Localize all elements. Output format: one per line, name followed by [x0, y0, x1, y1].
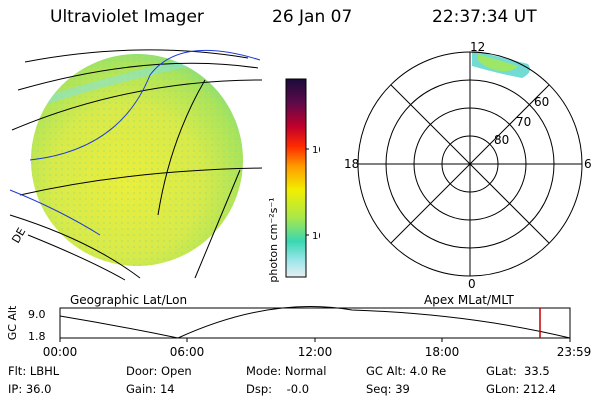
mlt-label-12: 12 [470, 42, 485, 54]
mode-info: Mode: Normal [246, 364, 327, 378]
mlt-label-0: 0 [468, 277, 476, 291]
colorbar-tick-100: 100 [312, 145, 320, 156]
geographic-map: DE [9, 49, 263, 281]
gc-alt-info: GC Alt: 4.0 Re [366, 364, 447, 378]
disk-texture [31, 54, 243, 266]
date-label: 26 Jan 07 [272, 7, 353, 27]
glat-info: GLat: 33.5 [486, 364, 550, 378]
xtick-2359: 23:59 [557, 345, 592, 359]
mlt-label-18: 18 [344, 157, 359, 171]
colorbar-scale [285, 78, 307, 278]
xtick-0000: 00:00 [43, 345, 78, 359]
lat-label-60: 60 [534, 95, 549, 109]
ytick-9: 9.0 [28, 308, 46, 321]
geo-caption: Geographic Lat/Lon [70, 293, 188, 307]
seq-info: Seq: 39 [366, 382, 410, 396]
lat-label-70: 70 [516, 115, 531, 129]
xtick-1200: 12:00 [298, 345, 333, 359]
xtick-0600: 06:00 [170, 345, 205, 359]
xtick-1800: 18:00 [425, 345, 460, 359]
mlt-label-6: 6 [584, 157, 592, 171]
colorbar-tick-10: 10 [312, 231, 320, 242]
lat-label-80: 80 [494, 133, 509, 147]
filter-info: Flt: LBHL [8, 364, 60, 378]
time-label: 22:37:34 UT [432, 7, 537, 27]
lat-lon-grid [9, 49, 263, 281]
colorbar-unit-label: photon cm⁻²s⁻¹ [267, 197, 280, 282]
dsp-info: Dsp: -0.0 [246, 382, 310, 396]
altitude-curve [59, 306, 571, 339]
door-info: Door: Open [126, 364, 192, 378]
polar-plot: 12 18 6 0 60 70 80 [344, 42, 592, 291]
polar-caption: Apex MLat/MLT [424, 293, 514, 307]
terminator-line [29, 49, 261, 161]
altitude-ylabel: GC Alt [6, 305, 19, 340]
edge-label: DE [9, 226, 28, 246]
altitude-plot: 9.0 1.8 GC Alt 00:00 06:00 12:00 18:00 2… [6, 305, 592, 359]
gain-info: Gain: 14 [126, 382, 175, 396]
instrument-title: Ultraviolet Imager [50, 7, 204, 27]
ytick-1-8: 1.8 [28, 330, 46, 343]
glon-info: GLon: 212.4 [486, 382, 556, 396]
colorbar: 100 10 photon cm⁻²s⁻¹ [267, 78, 320, 283]
ip-info: IP: 36.0 [8, 382, 52, 396]
coastline [9, 189, 101, 236]
polar-grid [357, 51, 583, 277]
